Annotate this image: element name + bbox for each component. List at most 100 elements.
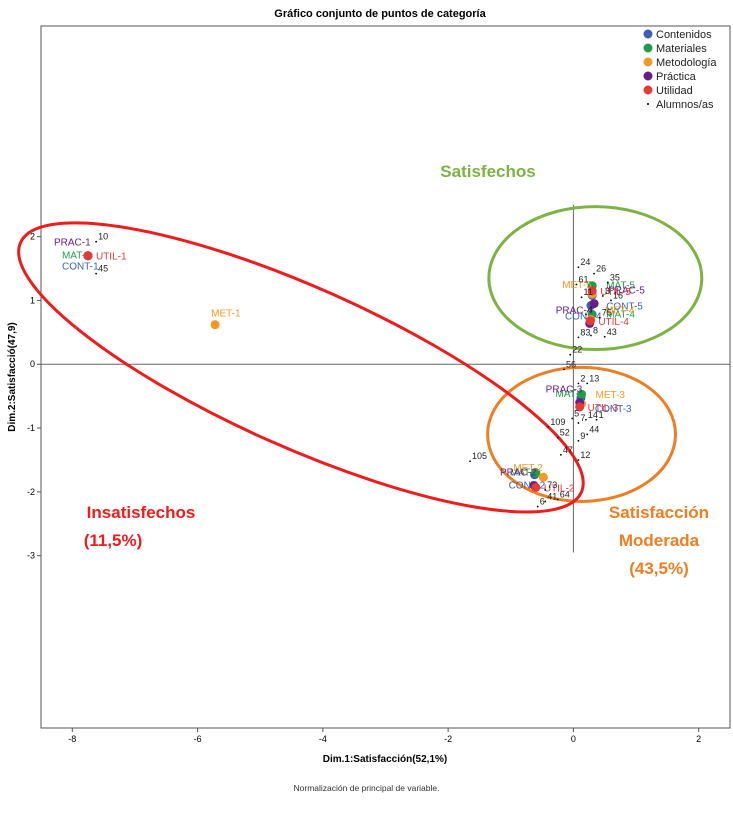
student-label: 8	[593, 326, 598, 336]
utilidad-point	[575, 402, 585, 412]
practica-point-label: PRAC-3	[546, 385, 583, 396]
practica-point	[589, 299, 599, 309]
cluster-ellipse-1	[487, 205, 704, 352]
student-point	[610, 299, 612, 302]
student-label: 14	[588, 410, 598, 420]
cluster-ellipse-2	[486, 365, 678, 503]
student-point	[580, 296, 583, 299]
utilidad-point-label: UTIL-3	[588, 403, 619, 414]
y-tick-label: -2	[27, 487, 35, 497]
materiales-point-label: MAT-3	[556, 389, 585, 400]
metodologia-point-label: MET-2	[513, 463, 543, 474]
student-label: 10	[98, 232, 108, 242]
legend-marker	[643, 43, 653, 53]
plot-frame	[40, 25, 731, 729]
legend-label: Alumnos/as	[656, 99, 714, 111]
y-tick-label: -1	[27, 423, 35, 433]
contenidos-point-label: CONT-1	[62, 262, 99, 273]
cluster-annotation: Moderada	[619, 531, 700, 550]
materiales-point-label: MAT-2	[510, 468, 539, 479]
utilidad-point	[83, 251, 93, 261]
materiales-point	[531, 468, 541, 478]
legend-marker	[643, 71, 653, 81]
utilidad-point-label: UTIL-1	[96, 252, 127, 263]
cluster-ellipses	[17, 205, 704, 514]
x-tick-label: -4	[319, 734, 327, 744]
materiales-point-label: MAT-5	[606, 281, 635, 292]
student-label: 73	[547, 480, 557, 490]
metodologia-point	[538, 472, 548, 482]
contenidos-point-label: CONT-5	[606, 301, 643, 312]
student-point	[601, 295, 604, 297]
student-point	[563, 368, 565, 371]
utilidad-point-label: UTIL-5	[600, 287, 631, 298]
student-point	[95, 272, 98, 275]
cluster-annotations: Satisfechos Insatisfechos (11,5%) Satisfacc…	[84, 162, 709, 578]
student-point	[577, 266, 580, 269]
legend-label: Contenidos	[656, 29, 712, 41]
legend-label: Metodología	[656, 57, 717, 69]
legend-marker	[647, 103, 649, 105]
x-tick-label: 2	[696, 734, 701, 744]
student-point	[585, 313, 587, 316]
student-point	[559, 453, 562, 456]
cluster-annotation: (43,5%)	[629, 559, 689, 578]
student-label: 61	[579, 274, 589, 284]
metodologia-point-label: MET-5	[562, 280, 592, 291]
student-label: 35	[610, 273, 620, 283]
student-label: 26	[596, 264, 606, 274]
utilidad-point	[531, 482, 541, 492]
cluster-annotation: (11,5%)	[84, 531, 143, 550]
metodologia-point-label: MET-3	[596, 390, 626, 401]
student-point	[585, 418, 587, 421]
student-label: 7	[580, 413, 585, 423]
student-point	[603, 335, 606, 338]
utilidad-point	[585, 316, 595, 326]
x-axis-label: Dim.1:Satisfacción(52,1%)	[323, 754, 448, 765]
student-label: 5	[574, 408, 579, 418]
student-label: 105	[472, 451, 487, 461]
student-point	[586, 433, 589, 436]
student-label: 109	[550, 417, 565, 427]
y-tick-label: 1	[30, 295, 35, 305]
student-point	[544, 500, 547, 503]
legend-label: Materiales	[656, 43, 707, 55]
student-label: 83	[580, 327, 590, 337]
student-point	[536, 505, 539, 508]
student-label: 43	[607, 327, 617, 337]
student-label: 45	[98, 264, 108, 274]
student-point	[598, 316, 601, 319]
x-tick-label: -8	[68, 734, 76, 744]
student-point	[577, 439, 580, 442]
student-label: 9	[580, 431, 585, 441]
student-point	[586, 382, 589, 385]
contenidos-point-label: CONT-4	[565, 312, 602, 323]
y-tick-label: 0	[30, 359, 35, 369]
y-tick-label: -3	[27, 551, 35, 561]
student-point	[556, 436, 559, 439]
student-label: 3	[605, 286, 610, 296]
practica-point-label: PRAC-1	[54, 238, 91, 249]
student-point	[577, 422, 580, 424]
student-point	[544, 489, 547, 491]
student-label: 44	[589, 424, 599, 434]
student-point	[577, 336, 580, 339]
cluster-annotation: Satisfacción	[609, 503, 709, 522]
contenidos-point-label: CONT-2	[509, 481, 546, 492]
practica-point-label: PRAC-5	[608, 286, 645, 297]
student-label: 75	[602, 308, 612, 318]
student-label: 16	[613, 290, 623, 300]
x-tick-label: -6	[194, 734, 202, 744]
materiales-point	[577, 389, 587, 399]
student-point	[547, 425, 550, 428]
chart-title: Gráfico conjunto de puntos de categoría	[274, 8, 486, 20]
student-label: 56	[566, 359, 576, 369]
student-label: 64	[560, 490, 570, 500]
student-label: 13	[589, 373, 599, 383]
cluster-annotation: Satisfechos	[440, 162, 535, 181]
contenidos-point-label: CONT-3	[595, 404, 632, 415]
materiales-point-label: MAT-1	[62, 251, 91, 262]
utilidad-point-label: UTIL-2	[544, 483, 575, 494]
